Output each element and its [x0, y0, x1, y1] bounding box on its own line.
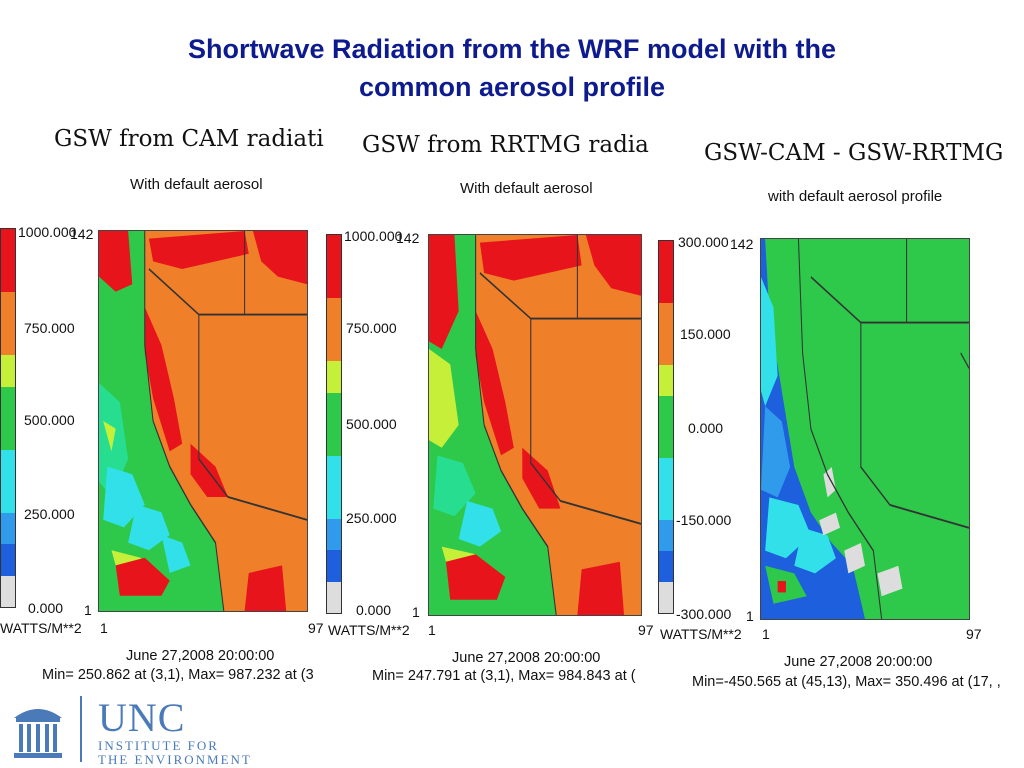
- axis-y-bottom-label: 1: [84, 602, 92, 618]
- colorbar-tick: 750.000: [24, 320, 75, 336]
- logo-divider: [80, 696, 82, 762]
- colorbar-tick: 750.000: [346, 320, 397, 336]
- colorbar-tick: -150.000: [676, 512, 732, 528]
- date-label: June 27,2008 20:00:00: [126, 648, 275, 664]
- logo-line2: THE ENVIRONMENT: [98, 752, 252, 767]
- panel-subtitle: with default aerosol profile: [768, 188, 943, 205]
- axis-x-left-label: 1: [428, 622, 436, 638]
- colorbar: [658, 240, 674, 614]
- panel-title: GSW-CAM - GSW-RRTMG: [704, 140, 1004, 166]
- axis-top-label: 142: [396, 230, 420, 246]
- axis-x-right-label: 97: [966, 626, 982, 642]
- minmax-label: Min=-450.565 at (45,13), Max= 350.496 at…: [692, 674, 1001, 690]
- old-well-icon: [14, 709, 62, 758]
- axis-y-bottom-label: 1: [746, 608, 754, 624]
- panel-subtitle: With default aerosol: [460, 180, 593, 197]
- slide-title-line2: common aerosol profile: [358, 72, 666, 102]
- colorbar-tick: -300.000: [676, 606, 732, 622]
- map-diff: [760, 238, 970, 620]
- minmax-label: Min= 250.862 at (3,1), Max= 987.232 at (…: [42, 667, 314, 683]
- axis-top-label: 142: [730, 236, 754, 252]
- unit-label: WATTS/M**2: [328, 622, 410, 638]
- panel-rrtmg: GSW from RRTMG radia With default aeroso…: [326, 118, 666, 698]
- axis-x-right-label: 97: [308, 620, 324, 636]
- colorbar-tick: 0.000: [356, 602, 392, 618]
- axis-top-label: 142: [70, 226, 94, 242]
- unit-label: WATTS/M**2: [660, 626, 742, 642]
- date-label: June 27,2008 20:00:00: [452, 650, 601, 666]
- colorbar-tick: 1000.000: [18, 224, 77, 240]
- colorbar: [0, 228, 16, 608]
- colorbar-tick: 150.000: [680, 326, 731, 342]
- colorbar-tick: 500.000: [24, 412, 75, 428]
- logo-unc-text: UNC: [98, 695, 186, 740]
- colorbar-tick: 0.000: [28, 600, 64, 616]
- colorbar-tick: 300.000: [678, 234, 729, 250]
- axis-x-left-label: 1: [100, 620, 108, 636]
- map-cam: [98, 230, 308, 612]
- axis-y-bottom-label: 1: [412, 604, 420, 620]
- panel-title: GSW from RRTMG radia: [362, 132, 649, 158]
- colorbar: [326, 234, 342, 614]
- axis-x-right-label: 97: [638, 622, 654, 638]
- panel-diff: GSW-CAM - GSW-RRTMG with default aerosol…: [656, 118, 1024, 698]
- colorbar-tick: 1000.000: [344, 228, 403, 244]
- slide-title-line1: Shortwave Radiation from the WRF model w…: [187, 34, 837, 64]
- axis-x-left-label: 1: [762, 626, 770, 642]
- panel-title: GSW from CAM radiati: [54, 126, 324, 152]
- unit-label: WATTS/M**2: [0, 620, 82, 636]
- date-label: June 27,2008 20:00:00: [784, 654, 933, 670]
- colorbar-tick: 250.000: [24, 506, 75, 522]
- slide-title: Shortwave Radiation from the WRF model w…: [60, 30, 964, 106]
- colorbar-tick: 500.000: [346, 416, 397, 432]
- panel-subtitle: With default aerosol: [130, 176, 263, 193]
- map-rrtmg: [428, 234, 642, 616]
- logo-line1: INSTITUTE FOR: [98, 738, 219, 753]
- minmax-label: Min= 247.791 at (3,1), Max= 984.843 at (: [372, 668, 636, 684]
- panel-cam: GSW from CAM radiati With default aeroso…: [0, 118, 330, 698]
- colorbar-tick: 0.000: [688, 420, 724, 436]
- colorbar-tick: 250.000: [346, 510, 397, 526]
- unc-logo: UNC INSTITUTE FOR THE ENVIRONMENT: [10, 694, 280, 767]
